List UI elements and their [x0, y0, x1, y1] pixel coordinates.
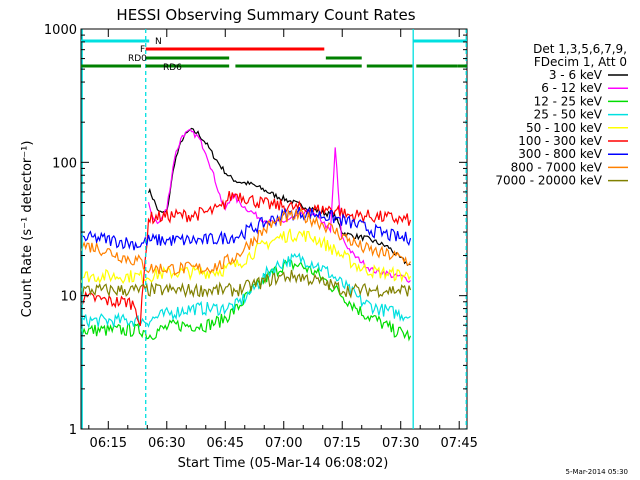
axes-frame: [80, 28, 468, 430]
mode-bar-label-3: RD6: [163, 63, 182, 73]
x-tick-label-6: 07:45: [440, 436, 477, 451]
footer-date: 5-Mar-2014 05:30: [566, 468, 628, 476]
legend-label-1: 6 - 12 keV: [541, 81, 603, 95]
legend-header-line-0: Det 1,3,5,6,7,9,: [533, 42, 627, 56]
legend-label-6: 300 - 800 keV: [518, 147, 602, 161]
mode-bar-label-2: RD0: [128, 54, 147, 64]
legend-label-0: 3 - 6 keV: [549, 68, 603, 82]
series-line-3: [81, 252, 411, 329]
series-line-2: [81, 259, 412, 342]
series-line-4: [81, 228, 412, 284]
y-tick-label-1: 10: [60, 290, 77, 305]
y-tick-label-3: 1000: [44, 23, 77, 38]
legend-label-3: 25 - 50 keV: [534, 108, 603, 122]
legend-label-5: 100 - 300 keV: [518, 134, 602, 148]
legend-label-8: 7000 - 20000 keV: [495, 174, 602, 188]
mode-bar-label-1: F: [140, 45, 145, 55]
x-tick-label-2: 06:45: [207, 436, 244, 451]
series-line-0: [147, 127, 411, 267]
series-line-5: [81, 190, 412, 327]
x-tick-label-1: 06:30: [148, 436, 185, 451]
x-tick-label-3: 07:00: [265, 436, 302, 451]
y-tick-label-0: 1: [69, 423, 77, 438]
x-tick-label-4: 07:15: [323, 436, 360, 451]
legend-label-2: 12 - 25 keV: [534, 94, 603, 108]
legend-header: Det 1,3,5,6,7,9,FDecim 1, Att 0: [533, 42, 627, 69]
legend-label-4: 50 - 100 keV: [526, 121, 603, 135]
legend-header-line-1: FDecim 1, Att 0: [534, 55, 627, 69]
x-tick-label-5: 07:30: [382, 436, 419, 451]
y-tick-label-2: 100: [52, 156, 77, 171]
x-axis-label: Start Time (05-Mar-14 06:08:02): [178, 456, 389, 471]
x-tick-label-0: 06:15: [90, 436, 127, 451]
series-line-7: [81, 207, 412, 276]
legend-label-7: 800 - 7000 keV: [511, 160, 603, 174]
series-line-6: [81, 206, 412, 251]
y-axis-label: Count Rate (s⁻¹ detector⁻¹): [20, 141, 35, 318]
series-line-8: [81, 269, 412, 299]
chart-title: HESSI Observing Summary Count Rates: [116, 6, 415, 24]
mode-bar-label-0: N: [155, 37, 162, 47]
